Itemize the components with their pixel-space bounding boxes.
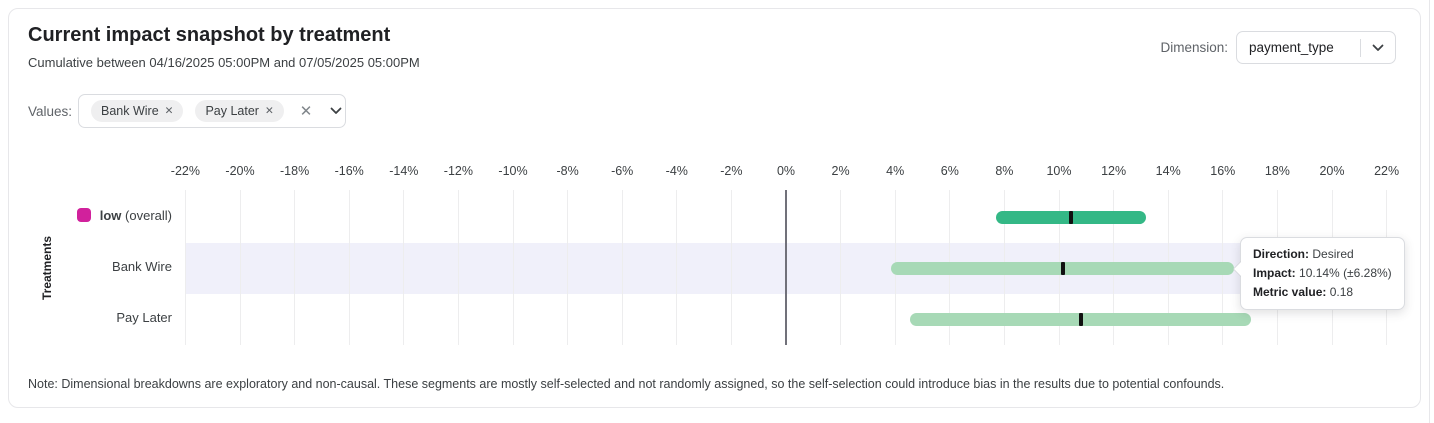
bar-tooltip: Direction: Desired Impact: 10.14% (±6.28…	[1233, 237, 1405, 310]
row-label-bank-wire: Bank Wire	[30, 259, 172, 274]
x-tick-label: 18%	[1264, 164, 1290, 178]
x-tick-label: 20%	[1319, 164, 1345, 178]
divider	[1360, 38, 1361, 57]
gridline	[512, 190, 514, 345]
x-tick-label: 8%	[995, 164, 1014, 178]
footnote: Note: Dimensional breakdowns are explora…	[28, 377, 1225, 391]
gridline	[348, 190, 350, 345]
x-tick-label: 2%	[831, 164, 850, 178]
x-tick-label: -10%	[498, 164, 528, 178]
x-tick-label: -4%	[665, 164, 688, 178]
chip-label: Pay Later	[205, 104, 259, 118]
x-tick-label: 16%	[1210, 164, 1236, 178]
gridline	[239, 190, 241, 345]
date-range-subtitle: Cumulative between 04/16/2025 05:00PM an…	[28, 55, 420, 70]
tooltip-direction-row: Direction: Desired	[1253, 247, 1354, 261]
gridline	[840, 190, 842, 345]
legend-swatch	[76, 208, 91, 222]
x-tick-label: -6%	[611, 164, 634, 178]
values-multiselect[interactable]: Bank Wire ✕ Pay Later ✕ ✕	[78, 94, 346, 128]
row-label-text: low	[99, 208, 122, 223]
clear-all-icon[interactable]: ✕	[299, 103, 313, 120]
dimension-selected-value: payment_type	[1249, 40, 1334, 55]
tooltip-impact-row: Impact: 10.14% (±6.28%)	[1253, 266, 1392, 280]
tooltip-metric-row: Metric value: 0.18	[1253, 285, 1354, 299]
x-tick-label: 4%	[886, 164, 905, 178]
x-tick-label: 22%	[1374, 164, 1400, 178]
zero-gridline	[785, 190, 787, 345]
gridline	[621, 190, 623, 345]
x-tick-label: -18%	[280, 164, 310, 178]
value-chip-bank-wire[interactable]: Bank Wire ✕	[91, 100, 184, 122]
x-tick-label: 12%	[1101, 164, 1127, 178]
x-tick-label: -20%	[225, 164, 255, 178]
dimension-label: Dimension:	[1160, 40, 1228, 55]
x-tick-label: 10%	[1046, 164, 1072, 178]
row-label-pay-later: Pay Later	[30, 310, 172, 325]
row-label-low: low (overall)	[30, 208, 172, 223]
x-tick-label: -2%	[720, 164, 743, 178]
x-tick-label: 6%	[940, 164, 959, 178]
chevron-down-icon[interactable]	[322, 107, 342, 115]
row-label-text: Bank Wire	[112, 259, 172, 274]
gridline	[676, 190, 678, 345]
x-tick-label: -14%	[389, 164, 419, 178]
gridline	[457, 190, 459, 345]
dimension-select[interactable]: payment_type	[1236, 31, 1396, 64]
impact-center-marker-low	[1069, 210, 1074, 224]
card	[8, 8, 1421, 408]
x-tick-label: 0%	[776, 164, 796, 178]
value-chip-pay-later[interactable]: Pay Later ✕	[195, 100, 284, 122]
neighbor-card-edge	[1429, 0, 1430, 423]
x-tick-label: -12%	[443, 164, 473, 178]
values-label: Values:	[28, 104, 73, 119]
gridline	[403, 190, 405, 345]
page-title: Current impact snapshot by treatment	[28, 24, 391, 46]
gridline	[730, 190, 732, 345]
x-tick-label: 14%	[1155, 164, 1181, 178]
x-tick-label: -8%	[556, 164, 579, 178]
x-tick-label: -16%	[334, 164, 364, 178]
chip-label: Bank Wire	[101, 104, 159, 118]
gridline	[567, 190, 569, 345]
chip-remove-icon[interactable]: ✕	[264, 105, 274, 117]
chip-remove-icon[interactable]: ✕	[164, 105, 174, 117]
gridline	[184, 190, 186, 345]
row-label-text: Pay Later	[116, 310, 172, 325]
impact-center-marker-pay-later	[1078, 312, 1083, 326]
row-label-suffix: (overall)	[121, 208, 172, 223]
chevron-down-icon	[1361, 44, 1395, 52]
impact-center-marker-bank-wire	[1060, 261, 1065, 275]
x-tick-label: -22%	[170, 164, 200, 178]
gridline	[294, 190, 296, 345]
